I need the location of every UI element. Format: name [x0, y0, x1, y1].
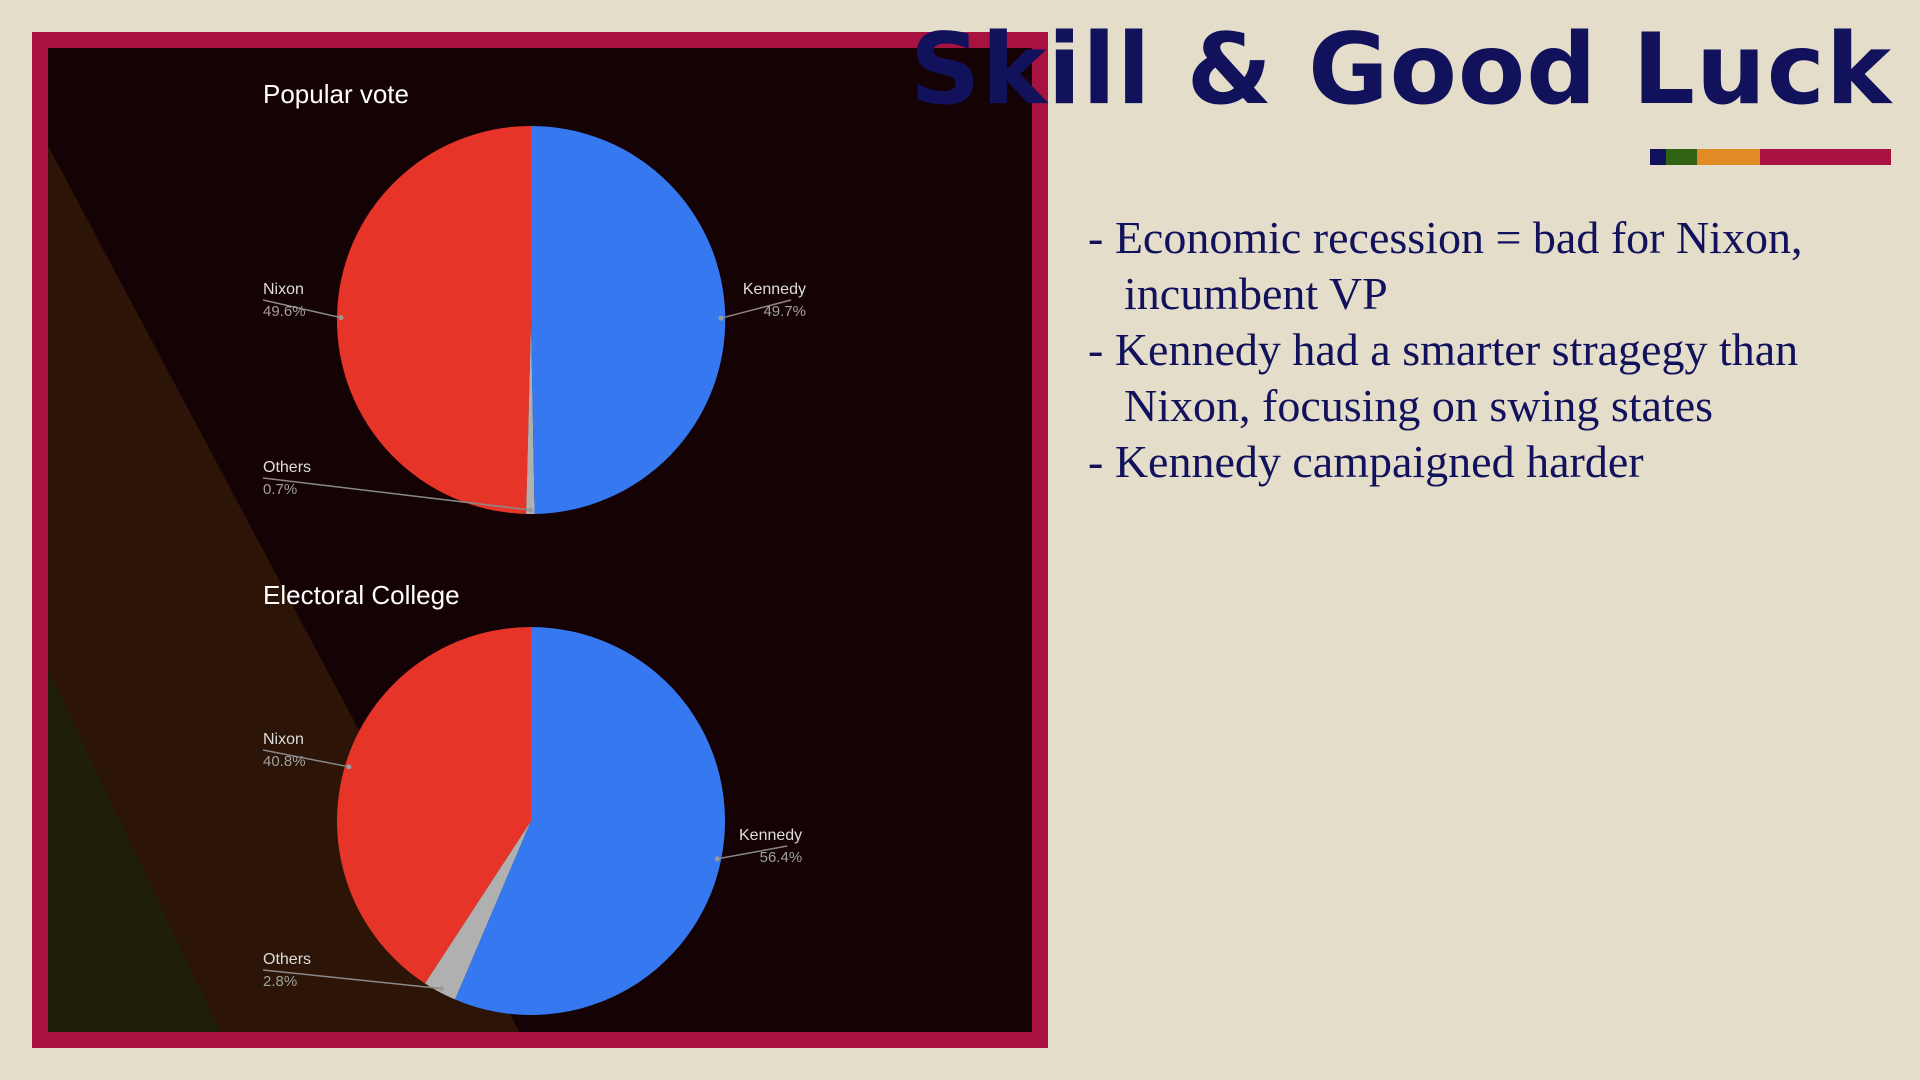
accent-bar — [1650, 149, 1891, 165]
slide-title: Skill & Good Luck — [909, 13, 1892, 127]
bullet-item: - Kennedy campaigned harder — [1088, 436, 1644, 487]
leader-line — [262, 749, 350, 768]
bullet-item: - Kennedy had a smarter stragegy than Ni… — [1088, 324, 1799, 431]
leader-line — [262, 477, 531, 511]
pie-slice-nixon — [337, 627, 531, 984]
slice-label-name: Nixon — [263, 731, 304, 748]
bullet-item: - Economic recession = bad for Nixon, in… — [1088, 212, 1803, 319]
leader-line — [720, 299, 792, 319]
accent-segment-orange — [1697, 149, 1760, 165]
slice-label-value: 56.4% — [760, 849, 803, 866]
accent-segment-green — [1666, 149, 1697, 165]
leader-dot — [718, 315, 724, 321]
slice-label-value: 49.6% — [263, 303, 306, 320]
pie-chart-electoral-college: Electoral College Kennedy 56.4% Others 2.8%… — [262, 580, 803, 1015]
pie-slice-kennedy — [531, 125, 726, 514]
slice-label-name: Kennedy — [743, 281, 806, 298]
pie-slice-nixon — [336, 125, 531, 514]
bullet-list: - Economic recession = bad for Nixon, in… — [1088, 210, 1888, 490]
leader-dot — [346, 764, 352, 770]
leader-line — [717, 845, 788, 860]
slice-label-value: 49.7% — [763, 303, 806, 320]
slice-label-value: 2.8% — [263, 973, 297, 990]
slice-label-value: 0.7% — [263, 481, 297, 498]
chart-title: Electoral College — [263, 580, 460, 610]
leader-line — [262, 299, 342, 319]
slice-label-name: Others — [263, 951, 311, 968]
accent-segment-crimson — [1760, 149, 1891, 165]
pie-slice-others — [526, 320, 535, 515]
slice-label-name: Others — [263, 459, 311, 476]
slice-label-value: 40.8% — [263, 753, 306, 770]
pie-slice-kennedy — [455, 627, 726, 1015]
slice-label-name: Kennedy — [739, 827, 802, 844]
leader-line — [262, 969, 442, 990]
leader-dot — [439, 986, 445, 992]
pie-slice-others — [425, 821, 531, 1000]
accent-segment-navy — [1650, 149, 1666, 165]
chart-frame: Popular vote Kennedy 49.7% Others 0.7% Nixon… — [32, 32, 1048, 1048]
chart-area: Popular vote Kennedy 49.7% Others 0.7% Nixon… — [48, 79, 806, 1032]
leader-dot — [714, 856, 720, 862]
leader-dot — [338, 315, 344, 321]
chart-title: Popular vote — [263, 79, 409, 109]
pie-chart-popular-vote: Popular vote Kennedy 49.7% Others 0.7% Nixon… — [262, 79, 806, 515]
slice-label-name: Nixon — [263, 281, 304, 298]
leader-dot — [527, 507, 533, 513]
